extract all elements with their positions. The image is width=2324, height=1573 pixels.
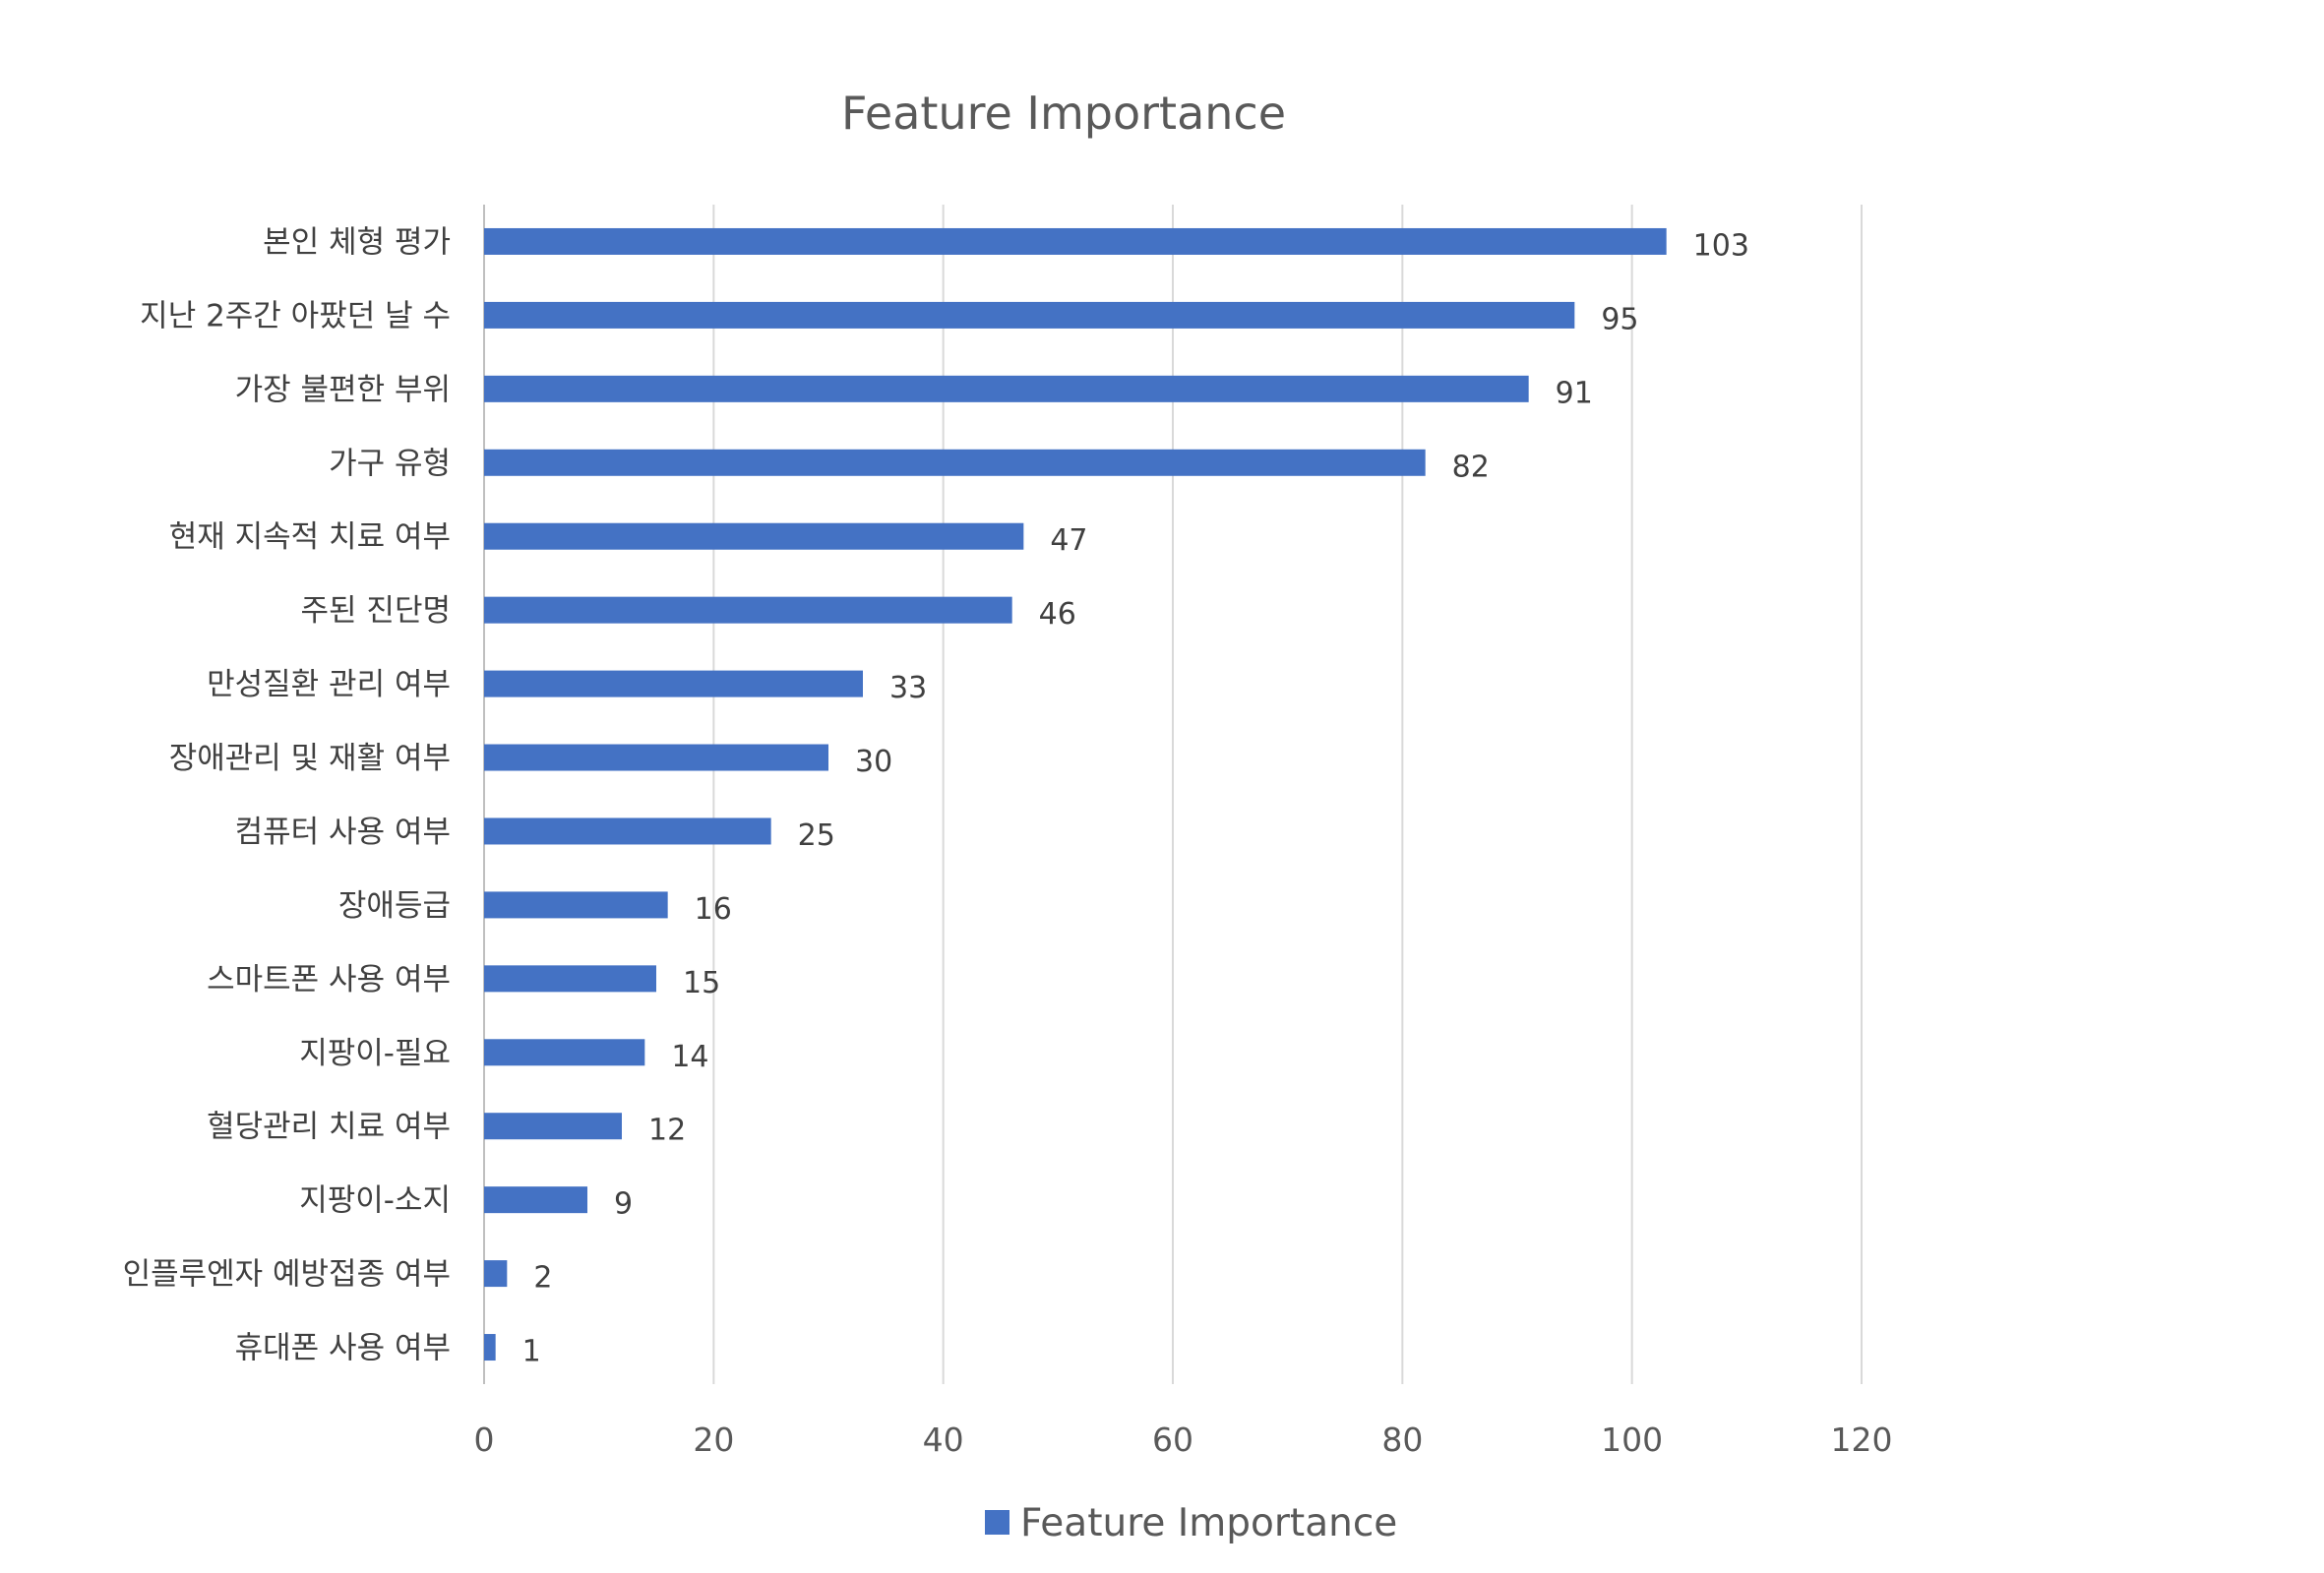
data-label-10: 16 [695,892,732,927]
data-label-16: 1 [522,1335,541,1369]
data-label-4: 82 [1452,450,1490,484]
x-tick-label-80: 80 [1381,1421,1423,1459]
category-label-2: 지난 2주간 아팠던 날 수 [140,298,451,333]
bar-4 [484,449,1426,476]
data-label-2: 95 [1601,302,1638,336]
category-label-1: 본인 체형 평가 [263,224,451,260]
bar-5 [484,522,1024,550]
bar-15 [484,1260,508,1288]
category-label-6: 주된 진단명 [301,593,451,629]
data-label-13: 12 [648,1114,686,1148]
data-label-8: 30 [855,745,892,779]
category-label-4: 가구 유형 [329,446,451,481]
bar-6 [484,596,1012,624]
legend-swatch [985,1510,1009,1535]
bar-16 [484,1334,496,1361]
bar-2 [484,301,1575,329]
data-label-12: 14 [671,1040,708,1074]
bar-11 [484,965,656,993]
chart-title: Feature Importance [841,87,1286,140]
data-label-14: 9 [614,1187,633,1222]
x-tick-label-20: 20 [693,1421,734,1459]
bar-1 [484,227,1667,255]
category-label-7: 만성질환 관리 여부 [207,667,451,702]
data-label-1: 103 [1693,228,1749,263]
category-label-15: 인플루엔자 예방접종 여부 [123,1257,451,1293]
bar-13 [484,1113,622,1140]
category-label-8: 장애관리 및 재활 여부 [169,741,451,776]
category-label-10: 장애등급 [338,888,451,924]
category-label-5: 현재 지속적 치료 여부 [169,519,451,555]
legend-label: Feature Importance [1020,1501,1397,1545]
data-label-5: 47 [1050,523,1087,558]
bar-8 [484,744,828,771]
bar-7 [484,670,863,697]
bars [484,227,1667,1361]
data-label-7: 33 [889,671,927,705]
x-tick-label-40: 40 [923,1421,964,1459]
bar-12 [484,1039,645,1066]
data-label-3: 91 [1556,376,1593,410]
category-label-16: 휴대폰 사용 여부 [235,1331,451,1366]
category-label-9: 컴퓨터 사용 여부 [235,815,451,850]
x-tick-label-120: 120 [1831,1421,1893,1459]
category-label-12: 지팡이-필요 [299,1036,451,1071]
legend: Feature Importance [985,1501,1397,1545]
x-tick-label-100: 100 [1601,1421,1663,1459]
bar-9 [484,817,771,845]
bar-10 [484,891,668,919]
category-label-11: 스마트폰 사용 여부 [207,962,451,998]
data-label-11: 15 [683,966,720,1000]
bar-14 [484,1186,587,1214]
x-tick-label-60: 60 [1152,1421,1193,1459]
data-label-6: 46 [1039,597,1076,632]
category-label-13: 혈당관리 치료 여부 [207,1110,451,1145]
data-label-15: 2 [533,1261,552,1296]
category-label-3: 가장 불편한 부위 [235,372,451,407]
data-labels: 103 95 91 82 47 46 33 30 25 16 15 14 12 9 2 1 [522,228,1749,1368]
data-label-9: 25 [798,818,835,853]
category-label-14: 지팡이-소지 [299,1183,451,1219]
x-tick-label-0: 0 [474,1421,495,1459]
bar-3 [484,375,1529,402]
x-axis-tick-labels: 0 20 40 60 80 100 120 [474,1421,1893,1459]
